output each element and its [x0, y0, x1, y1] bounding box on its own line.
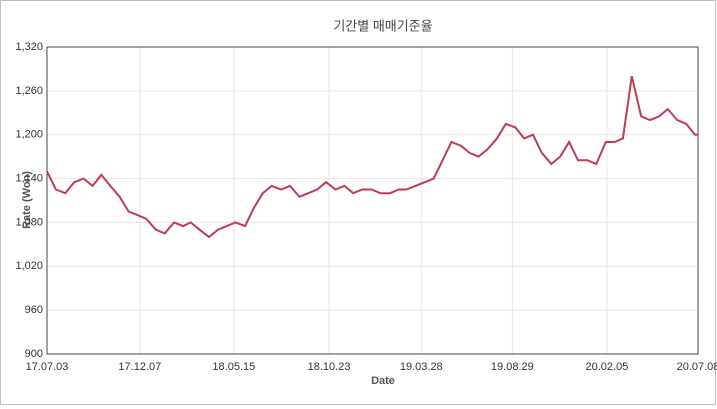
- x-tick-label: 19.08.29: [491, 361, 534, 373]
- y-tick-label: 1,200: [15, 129, 43, 141]
- y-tick-label: 960: [25, 304, 43, 316]
- y-tick-label: 900: [25, 348, 43, 360]
- line: [46, 75, 698, 239]
- y-tick-label: 1,080: [15, 216, 43, 228]
- y-tick-label: 1,320: [15, 41, 43, 53]
- x-tick-label: 20.02.05: [586, 361, 629, 373]
- plot-border: [46, 46, 699, 355]
- y-tick-label: 1,020: [15, 260, 43, 272]
- x-tick-label: 18.10.23: [308, 361, 351, 373]
- x-tick-label: 17.12.07: [118, 361, 161, 373]
- x-tick-label: 20.07.08: [677, 361, 717, 373]
- y-tick-label: 1,140: [15, 172, 43, 184]
- x-tick-label: 19.03.28: [400, 361, 443, 373]
- x-tick-label: 18.05.15: [212, 361, 255, 373]
- chart-title: 기간별 매매기준율: [333, 18, 432, 33]
- y-axis-title: Rate (Won): [21, 171, 33, 229]
- x-axis-title: Date: [371, 375, 395, 387]
- x-tick-label: 17.07.03: [26, 361, 69, 373]
- y-tick-label: 1,260: [15, 85, 43, 97]
